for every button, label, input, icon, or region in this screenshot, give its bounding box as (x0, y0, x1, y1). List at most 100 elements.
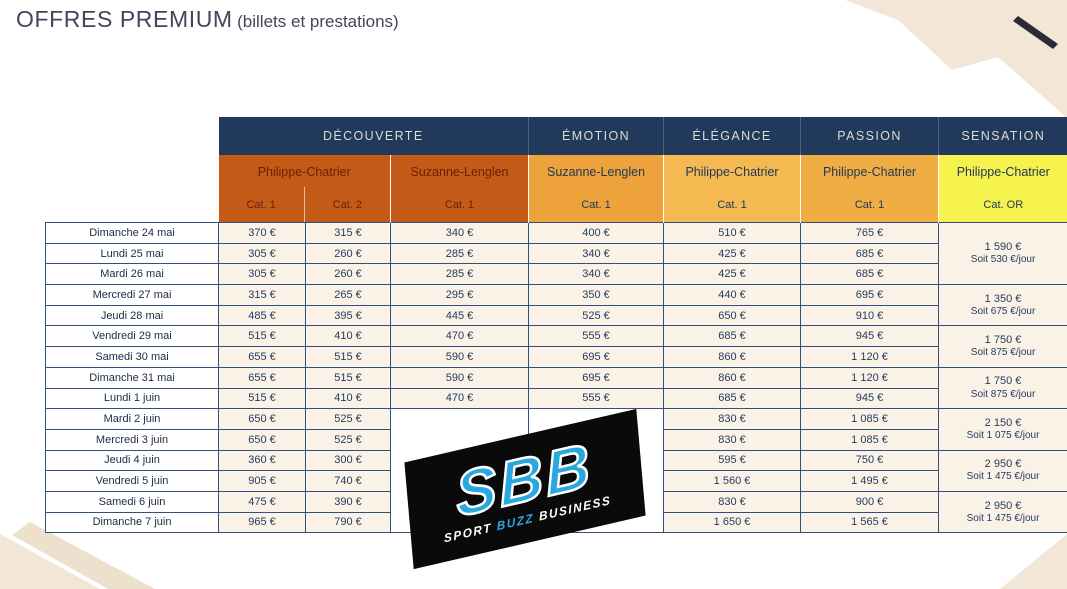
sensation-price: 1 750 € (984, 375, 1022, 388)
price-cell: 515 € (305, 346, 391, 368)
table-row: Dimanche 7 juin 965 €790 € 1 650 €1 565 € (45, 511, 1067, 534)
price-cell: 400 € (528, 222, 665, 244)
sensation-price-cell: 2 950 € Soit 1 475 €/jour (938, 490, 1067, 534)
price-cell: 410 € (305, 387, 391, 410)
price-cell: 685 € (800, 263, 940, 286)
category-labels: Cat. 1 (391, 187, 528, 222)
price-cell: 390 € (305, 490, 391, 513)
price-cell: 315 € (218, 284, 306, 306)
date-cell: Lundi 1 juin (45, 387, 219, 410)
venue-philippe-chatrier-sensation: Philippe-Chatrier Cat. OR (938, 155, 1067, 223)
price-cell: 515 € (305, 366, 391, 389)
page-header: OFFRES PREMIUM (billets et prestations) (16, 6, 399, 33)
decor-topright-shape (845, 0, 1067, 118)
date-cell: Mardi 26 mai (45, 263, 219, 286)
category-sensation: SENSATION (938, 117, 1067, 155)
date-cell: Vendredi 29 mai (45, 325, 219, 348)
price-cell: 650 € (218, 428, 306, 451)
cat-label: Cat. 1 (444, 198, 475, 211)
price-cell: 525 € (305, 408, 391, 430)
sensation-price: 1 590 € (984, 240, 1022, 253)
date-cell: Jeudi 28 mai (45, 304, 219, 327)
price-cell: 515 € (218, 325, 306, 348)
table-row: Lundi 1 juin 515 €410 €470 €555 €685 €945… (45, 387, 1067, 410)
sensation-per-day: Soit 875 €/jour (970, 388, 1036, 400)
price-cell: 685 € (800, 242, 940, 265)
price-cell: 555 € (528, 325, 665, 348)
category-elegance: ÉLÉGANCE (663, 117, 801, 155)
price-cell: 965 € (218, 511, 306, 534)
date-cell: Jeudi 4 juin (45, 449, 219, 472)
price-cell: 900 € (800, 490, 940, 513)
sensation-price: 1 750 € (984, 334, 1022, 347)
venue-label: Philippe-Chatrier (685, 165, 779, 179)
price-cell: 860 € (663, 346, 802, 368)
sensation-price: 2 950 € (984, 499, 1022, 512)
sensation-per-day: Soit 530 €/jour (970, 254, 1036, 266)
price-cell: 945 € (800, 325, 940, 348)
price-cell: 340 € (528, 242, 665, 265)
price-cell: 260 € (305, 242, 391, 265)
price-cell: 315 € (305, 222, 391, 244)
category-labels: Cat. 1 (529, 187, 663, 222)
pricing-table: DÉCOUVERTE ÉMOTION ÉLÉGANCE PASSION SENS… (45, 117, 1067, 534)
price-cell: 265 € (305, 284, 391, 306)
date-cell: Dimanche 24 mai (45, 222, 219, 244)
date-cell: Dimanche 7 juin (45, 511, 219, 534)
venue-philippe-chatrier-passion: Philippe-Chatrier Cat. 1 (800, 155, 939, 223)
price-cell: 370 € (218, 222, 306, 244)
sensation-per-day: Soit 675 €/jour (970, 305, 1036, 317)
venue-suzanne-lenglen-emotion: Suzanne-Lenglen Cat. 1 (528, 155, 664, 223)
price-cell: 830 € (663, 490, 802, 513)
table-row: Jeudi 28 mai 485 €395 €445 €525 €650 €910… (45, 304, 1067, 327)
price-cell: 485 € (218, 304, 306, 327)
price-cell: 685 € (663, 325, 802, 348)
price-cell: 510 € (663, 222, 802, 244)
table-row: Dimanche 31 mai 655 €515 €590 €695 €860 €… (45, 366, 1067, 410)
price-cell: 525 € (528, 304, 665, 327)
sensation-price-cell: 2 150 € Soit 1 075 €/jour (938, 408, 1067, 451)
table-row: Vendredi 5 juin 905 €740 € 1 560 €1 495 € (45, 470, 1067, 492)
price-cell: 305 € (218, 263, 306, 286)
price-cell: 1 085 € (800, 428, 940, 451)
price-cell: 525 € (305, 428, 391, 451)
price-cell: 695 € (528, 366, 665, 389)
category-passion: PASSION (800, 117, 939, 155)
header-spacer (46, 117, 219, 155)
price-cell: 515 € (218, 387, 306, 410)
price-cell: 740 € (305, 470, 391, 492)
date-cell: Vendredi 5 juin (45, 470, 219, 492)
venue-label: Philippe-Chatrier (822, 165, 917, 179)
venue-header-row: Philippe-Chatrier Cat. 1 Cat. 2 Suzanne-… (46, 155, 1067, 223)
price-cell: 1 085 € (800, 408, 940, 430)
price-cell: 650 € (218, 408, 306, 430)
cat-label: Cat. 1 (581, 198, 611, 211)
price-cell: 300 € (305, 449, 391, 472)
table-row: Vendredi 29 mai 515 €410 €470 €555 €685 €… (45, 325, 1067, 368)
price-cell: 1 565 € (800, 511, 940, 534)
table-row: Mardi 26 mai 305 €260 €285 €340 €425 €685… (45, 263, 1067, 286)
date-cell: Samedi 6 juin (45, 490, 219, 513)
sensation-per-day: Soit 875 €/jour (970, 347, 1036, 359)
price-cell: 555 € (528, 387, 665, 410)
venue-label: Philippe-Chatrier (956, 165, 1050, 179)
price-cell: 470 € (389, 387, 530, 410)
cat-label: Cat. 1 (717, 198, 747, 211)
decor-bottomleft-shape-1 (0, 534, 100, 589)
sensation-price: 2 150 € (984, 416, 1022, 429)
category-emotion: ÉMOTION (528, 117, 664, 155)
price-cell: 655 € (218, 366, 306, 389)
cat-label: Cat. 1 (854, 198, 885, 211)
price-cell: 475 € (218, 490, 306, 513)
decor-topright-line (1013, 16, 1058, 49)
date-cell: Lundi 25 mai (45, 242, 219, 265)
sensation-price: 1 350 € (984, 292, 1022, 305)
date-cell: Mardi 2 juin (45, 408, 219, 430)
price-cell: 445 € (389, 304, 530, 327)
price-cell: 695 € (800, 284, 940, 306)
price-cell: 425 € (663, 263, 802, 286)
price-cell: 410 € (305, 325, 391, 348)
venue-philippe-chatrier-decouverte: Philippe-Chatrier Cat. 1 Cat. 2 (218, 155, 391, 223)
sensation-per-day: Soit 1 075 €/jour (966, 429, 1040, 441)
cat-label: Cat. 2 (303, 187, 390, 222)
